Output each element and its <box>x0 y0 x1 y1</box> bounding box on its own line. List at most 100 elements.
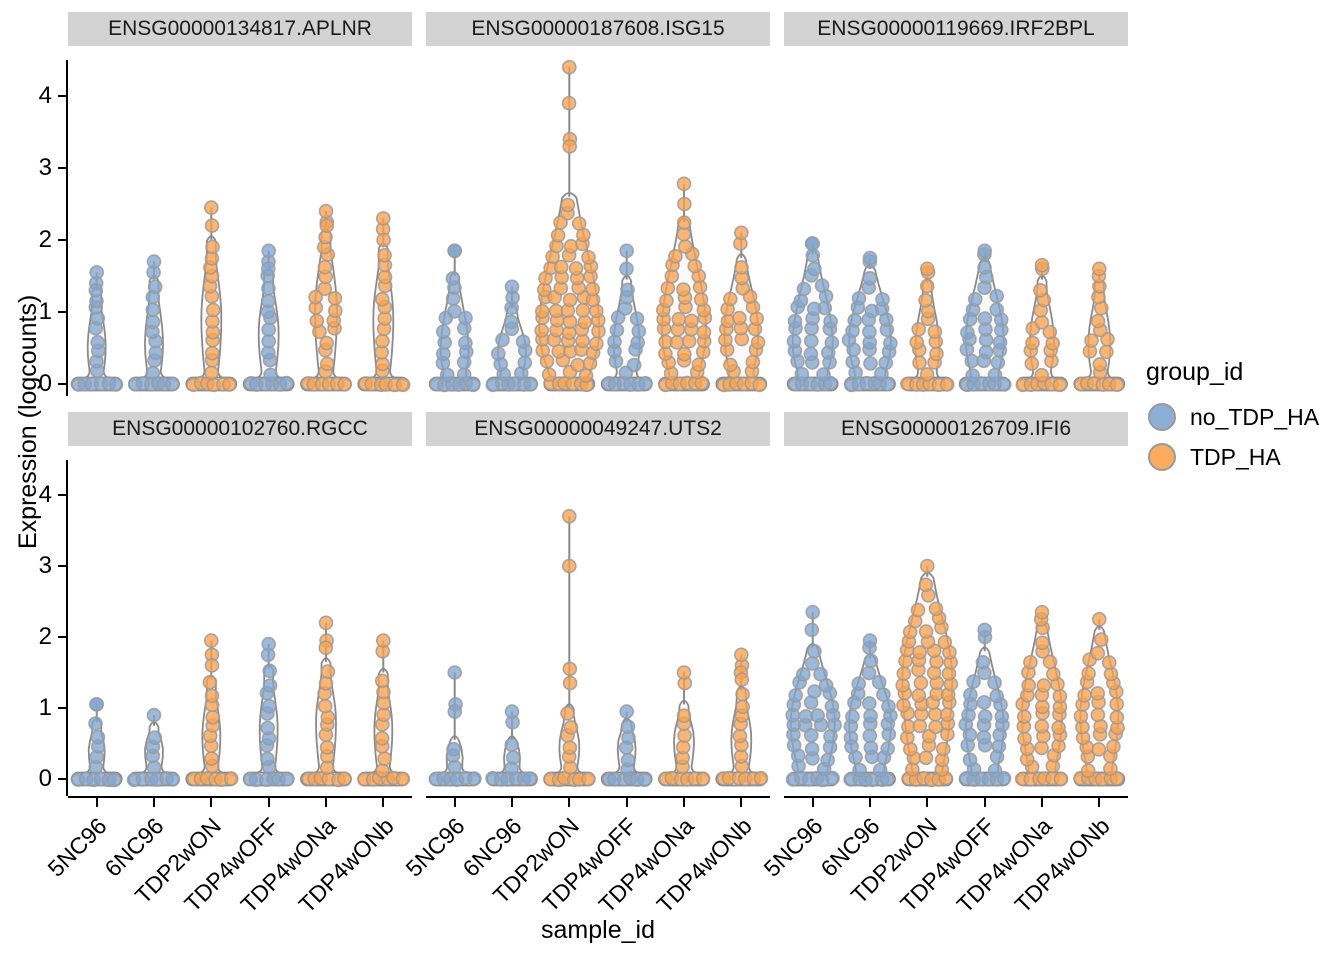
expression-point <box>262 663 277 679</box>
expression-point <box>376 232 391 248</box>
expression-point <box>845 354 860 370</box>
expression-point <box>607 334 622 350</box>
expression-point <box>637 772 652 788</box>
expression-point <box>977 709 993 724</box>
expression-point <box>319 740 335 755</box>
expression-point <box>1090 686 1106 701</box>
x-axis-tick <box>568 798 571 807</box>
expression-point <box>560 706 575 721</box>
expression-point <box>1093 632 1109 647</box>
expression-point <box>787 313 803 329</box>
expression-point <box>562 661 578 677</box>
expression-point <box>504 737 520 753</box>
expression-point <box>319 335 335 351</box>
expression-point <box>535 304 550 319</box>
expression-point <box>562 139 577 154</box>
expression-point <box>1091 261 1107 277</box>
expression-point <box>619 261 634 277</box>
expression-point <box>395 771 411 787</box>
expression-point <box>261 322 276 338</box>
expression-point <box>1090 707 1106 723</box>
expression-point <box>458 335 473 351</box>
expression-point <box>862 696 877 711</box>
legend: group_id no_TDP_HA TDP_HA <box>1146 358 1319 481</box>
x-axis-tick <box>1041 798 1043 807</box>
y-axis-tick <box>58 311 66 313</box>
expression-point <box>1023 654 1038 670</box>
expression-point <box>786 333 802 349</box>
y-tick-label: 0 <box>38 370 52 397</box>
expression-point <box>145 314 161 330</box>
expression-point <box>919 278 935 294</box>
expression-point <box>164 376 180 392</box>
expression-point <box>918 750 934 766</box>
expression-point <box>562 558 577 574</box>
expression-point <box>374 673 390 689</box>
expression-point <box>847 313 862 328</box>
expression-point <box>626 357 642 373</box>
expression-point <box>918 577 934 593</box>
legend-label: no_TDP_HA <box>1190 403 1320 430</box>
y-axis-title: Expression (logcounts) <box>14 294 42 549</box>
expression-point <box>204 751 219 766</box>
expression-point <box>677 196 692 212</box>
expression-point <box>88 283 104 298</box>
expression-point <box>320 664 336 679</box>
x-tick-label: 5NC96 <box>42 812 112 882</box>
expression-point <box>550 228 566 243</box>
expression-point <box>1045 666 1061 682</box>
expression-point <box>456 367 472 383</box>
expression-point <box>695 771 711 787</box>
x-axis-tick <box>511 798 513 807</box>
expression-point <box>824 699 840 714</box>
expression-point <box>375 763 390 778</box>
expression-point <box>753 770 769 786</box>
expression-point <box>966 674 981 689</box>
expression-point <box>750 335 766 350</box>
expression-point <box>920 261 935 277</box>
expression-point <box>881 699 896 714</box>
expression-point <box>732 310 747 326</box>
expression-point <box>1042 654 1058 670</box>
expression-point <box>976 729 992 745</box>
expression-point <box>262 678 278 693</box>
expression-point <box>813 666 828 682</box>
expression-point <box>89 697 105 712</box>
expression-point <box>810 708 825 723</box>
y-axis-tick <box>58 383 66 385</box>
expression-point <box>204 658 220 673</box>
expression-point <box>794 366 810 382</box>
expression-point <box>318 615 334 631</box>
expression-point <box>327 291 343 306</box>
expression-point <box>279 771 295 787</box>
y-axis-tick <box>58 636 66 638</box>
expression-point <box>693 292 709 307</box>
expression-point <box>1084 333 1099 348</box>
expression-point <box>620 719 636 735</box>
expression-point <box>317 698 333 714</box>
expression-point <box>1017 731 1032 747</box>
expression-point <box>261 636 276 652</box>
expression-point <box>517 355 533 371</box>
expression-point <box>677 728 692 743</box>
expression-point <box>563 720 579 735</box>
facet-strip: ENSG00000102760.RGCC <box>68 412 412 446</box>
expression-point <box>967 292 983 307</box>
legend-label: TDP_HA <box>1190 443 1281 470</box>
x-axis-tick <box>811 798 814 807</box>
expression-point <box>919 367 935 382</box>
x-axis-tick <box>983 798 986 807</box>
expression-point <box>992 334 1008 350</box>
expression-point <box>374 730 390 746</box>
expression-point <box>1109 696 1125 712</box>
expression-point <box>435 324 451 340</box>
expression-point <box>145 302 161 318</box>
expression-point <box>977 311 993 326</box>
expression-point <box>631 323 647 339</box>
expression-point <box>609 322 625 338</box>
expression-point <box>918 624 934 639</box>
expression-point <box>862 633 878 648</box>
expression-point <box>570 357 585 373</box>
expression-point <box>327 303 343 318</box>
x-axis-line <box>68 796 412 798</box>
